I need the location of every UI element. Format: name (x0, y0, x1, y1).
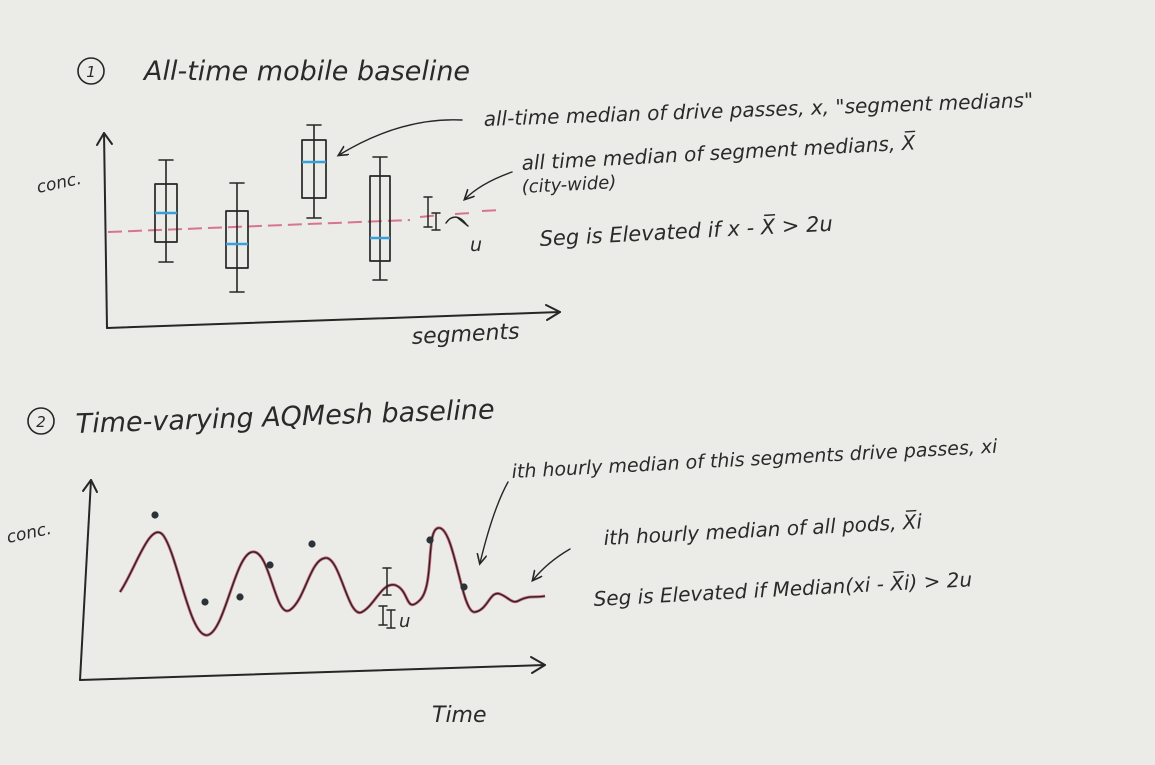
hourly-pod-median-curve-outline (119, 527, 546, 636)
panel-1-uncertainty-bars (423, 196, 469, 231)
data-point (151, 511, 159, 519)
panel-2-y-axis (79, 479, 92, 681)
panel-1-y-axis-arrowhead (96, 132, 113, 146)
panel-1-citywide-baseline (107, 209, 501, 233)
panel-1-uncertainty-label: u (470, 234, 482, 256)
arrow-to-hourly-pod-median (533, 548, 571, 580)
annotation-citywide-line-2: (city-wide) (521, 172, 617, 198)
panel-1-number-circle (77, 57, 105, 85)
data-point (266, 561, 274, 569)
box-plot-segment-3 (301, 124, 327, 219)
panel-1-x-axis-arrowhead (545, 304, 561, 321)
box-plot-segment-2 (225, 182, 249, 293)
panel-1-number: 1 (86, 63, 96, 81)
arrow-to-segment-median (339, 119, 463, 155)
arrow-to-segment-hourly-median (480, 481, 509, 563)
data-point (308, 540, 316, 548)
panel-2-x-label: Time (432, 703, 487, 728)
panel-1-title: All-time mobile baseline (142, 56, 470, 87)
panel-1-x-axis (106, 311, 561, 329)
panel-2-x-axis (79, 664, 546, 681)
data-point (426, 536, 434, 544)
panel-2-y-axis-arrowhead (82, 479, 98, 493)
box-plot-segment-1 (154, 159, 178, 263)
panel-2-uncertainty-bars (378, 567, 396, 629)
data-point (236, 593, 244, 601)
box-plot-segment-4 (369, 156, 391, 281)
panel-2-uncertainty-label: u (399, 611, 410, 632)
panel-1-x-label: segments (411, 319, 520, 350)
data-point (460, 583, 468, 591)
panel-2-x-axis-arrowhead (530, 656, 546, 674)
segment-hourly-median-points (151, 511, 468, 606)
data-point (201, 598, 209, 606)
panel-2-number: 2 (36, 413, 46, 431)
uncertainty-bracket (445, 216, 469, 227)
arrow-to-citywide-baseline (465, 171, 513, 199)
panel-2-number-circle (27, 407, 55, 435)
panel-1-y-axis (103, 132, 108, 329)
